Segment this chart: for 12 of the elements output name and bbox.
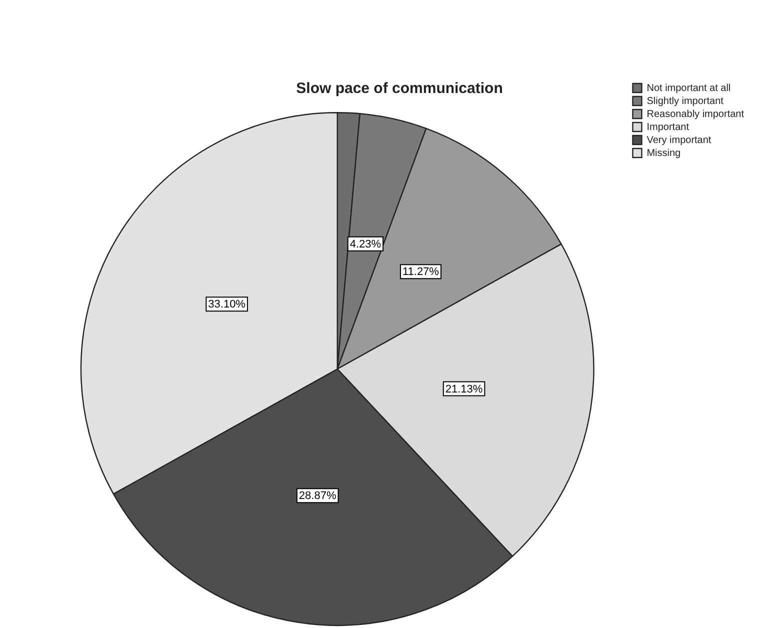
legend-label: Missing (646, 148, 681, 159)
chart-title: Slow pace of communication (296, 80, 503, 98)
data-label: 33.10% (208, 298, 246, 311)
legend-label: Slightly important (646, 96, 724, 107)
data-label: 4.23% (350, 238, 382, 250)
legend-label: Important (646, 122, 690, 133)
legend-label: Very important (646, 134, 712, 146)
data-label: 11.27% (402, 266, 440, 278)
data-label: 28.87% (298, 490, 336, 502)
data-label: 21.13% (445, 383, 483, 396)
legend-label: Reasonably important (646, 108, 744, 120)
legend-label: Not important at all (646, 82, 731, 94)
